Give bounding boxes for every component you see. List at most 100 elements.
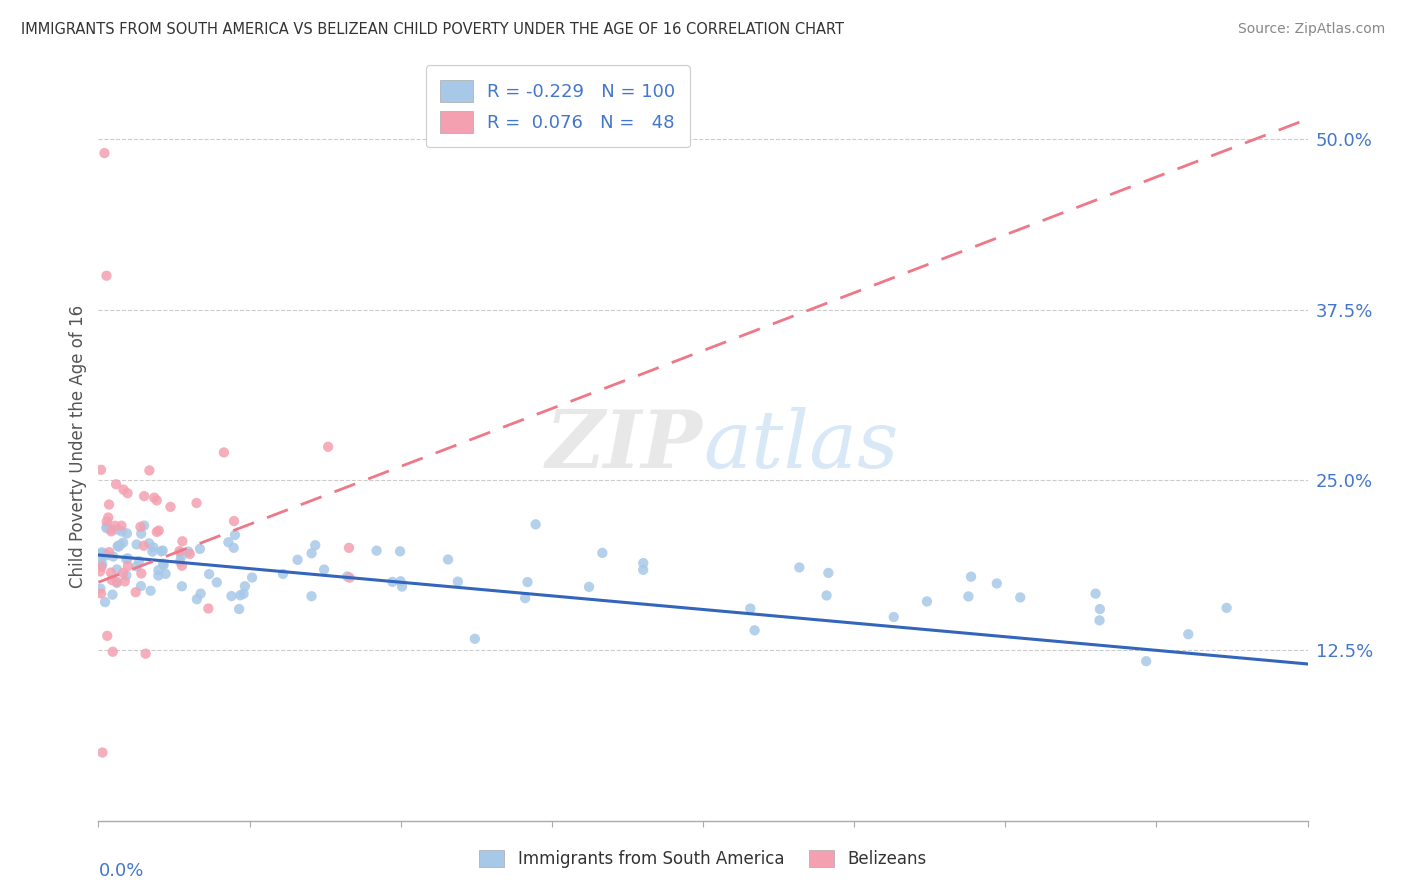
Point xyxy=(169,555,191,569)
Point xyxy=(90,545,112,559)
Point xyxy=(228,602,250,616)
Point xyxy=(524,517,547,532)
Point xyxy=(104,518,127,533)
Point xyxy=(117,486,139,500)
Point xyxy=(464,632,486,646)
Point xyxy=(986,576,1008,591)
Point xyxy=(301,546,323,560)
Point xyxy=(91,558,114,572)
Point xyxy=(112,535,135,549)
Point xyxy=(447,574,470,589)
Point xyxy=(591,546,613,560)
Point xyxy=(129,579,152,593)
Point xyxy=(170,545,193,559)
Point xyxy=(789,560,811,574)
Point xyxy=(111,524,134,539)
Point xyxy=(1177,627,1199,641)
Point xyxy=(515,591,537,606)
Point xyxy=(105,574,128,589)
Text: 0.0%: 0.0% xyxy=(98,862,143,880)
Legend: R = -0.229   N = 100, R =  0.076   N =   48: R = -0.229 N = 100, R = 0.076 N = 48 xyxy=(426,65,690,147)
Point xyxy=(125,537,148,551)
Point xyxy=(336,569,359,583)
Point xyxy=(100,566,122,580)
Point xyxy=(132,539,155,553)
Point xyxy=(287,553,309,567)
Point xyxy=(124,585,146,599)
Point xyxy=(96,520,118,534)
Point xyxy=(188,541,211,556)
Point xyxy=(96,515,118,529)
Text: atlas: atlas xyxy=(703,408,898,484)
Point xyxy=(114,574,136,589)
Point xyxy=(817,566,839,580)
Point xyxy=(150,544,173,558)
Point xyxy=(179,547,201,561)
Point xyxy=(117,558,139,573)
Point xyxy=(146,524,169,539)
Point xyxy=(740,601,762,615)
Point xyxy=(437,552,460,566)
Point xyxy=(96,548,118,562)
Point xyxy=(744,624,766,638)
Point xyxy=(108,538,131,552)
Point xyxy=(169,544,191,558)
Point xyxy=(129,526,152,541)
Point xyxy=(90,554,112,568)
Point xyxy=(960,570,983,584)
Point xyxy=(93,146,115,161)
Point xyxy=(105,562,128,576)
Point xyxy=(366,543,388,558)
Point xyxy=(172,534,194,549)
Point xyxy=(90,586,112,600)
Point xyxy=(224,528,246,542)
Point xyxy=(186,592,208,607)
Point xyxy=(129,520,152,534)
Point xyxy=(107,523,129,537)
Text: IMMIGRANTS FROM SOUTH AMERICA VS BELIZEAN CHILD POVERTY UNDER THE AGE OF 16 CORR: IMMIGRANTS FROM SOUTH AMERICA VS BELIZEA… xyxy=(21,22,844,37)
Point xyxy=(155,566,177,581)
Point xyxy=(170,579,193,593)
Point xyxy=(96,629,118,643)
Point xyxy=(337,541,360,555)
Point xyxy=(381,574,404,589)
Point xyxy=(97,510,120,524)
Point xyxy=(1084,586,1107,600)
Point xyxy=(212,445,235,459)
Point xyxy=(96,268,118,283)
Point xyxy=(229,588,252,602)
Point xyxy=(135,647,157,661)
Point xyxy=(94,547,117,561)
Point xyxy=(110,518,132,533)
Point xyxy=(190,586,212,600)
Point xyxy=(152,557,174,571)
Point xyxy=(152,558,174,573)
Point xyxy=(391,580,413,594)
Point xyxy=(389,574,412,589)
Point xyxy=(633,556,655,570)
Point xyxy=(90,560,112,574)
Point xyxy=(198,567,221,582)
Point xyxy=(271,566,294,581)
Point xyxy=(105,477,128,491)
Point xyxy=(115,568,138,582)
Point xyxy=(217,535,239,549)
Point xyxy=(148,563,170,577)
Point xyxy=(107,539,129,553)
Point xyxy=(240,570,263,584)
Point xyxy=(103,549,125,564)
Point xyxy=(89,582,111,596)
Point xyxy=(177,544,200,558)
Point xyxy=(89,547,111,561)
Point xyxy=(107,540,129,554)
Point xyxy=(915,594,938,608)
Point xyxy=(186,496,208,510)
Point xyxy=(112,566,135,580)
Point xyxy=(115,552,138,566)
Point xyxy=(100,524,122,539)
Point xyxy=(516,575,538,590)
Point xyxy=(148,568,170,582)
Point xyxy=(125,559,148,574)
Point xyxy=(815,589,838,603)
Point xyxy=(578,580,600,594)
